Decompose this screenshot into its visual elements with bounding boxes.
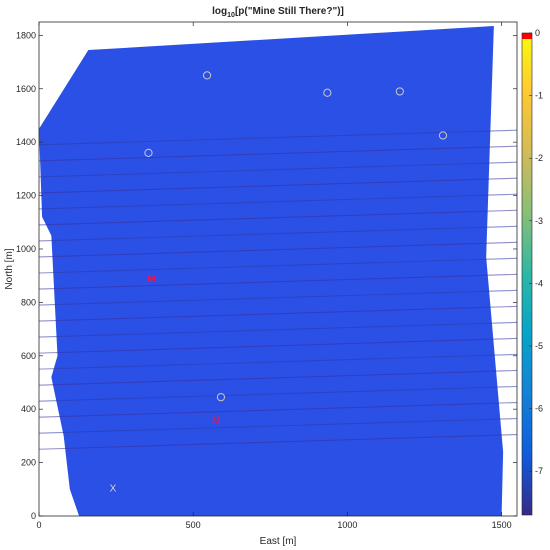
marker-circle (144, 148, 153, 157)
survey-stripe (39, 401, 517, 418)
plot-frame (38, 21, 518, 517)
marker-circle (202, 71, 212, 80)
y-tick-label: 1200 (16, 191, 36, 201)
survey-stripe (39, 353, 517, 370)
marker-circle (395, 87, 404, 96)
y-tick-label: 400 (21, 404, 36, 414)
y-tick-label: 1400 (16, 137, 36, 147)
survey-stripe (39, 337, 517, 354)
colorbar-tick-label: -5 (535, 341, 543, 351)
marker-circle (438, 131, 448, 140)
survey-stripe (39, 193, 517, 210)
survey-stripe (39, 225, 517, 242)
chart-title: log10[p("Mine Still There?")] (212, 6, 344, 19)
y-axis-label: North [m] (4, 248, 15, 289)
x-axis-ticks: 0 500 1000 1500 (36, 22, 512, 530)
colorbar-frame (521, 32, 533, 516)
x-tick-label: 1500 (492, 520, 512, 530)
y-tick-label: 1000 (16, 244, 36, 254)
colorbar-tick-label: -3 (535, 216, 543, 226)
marker-x-label: X (110, 483, 117, 494)
survey-stripe (39, 434, 517, 450)
survey-stripe (39, 305, 517, 322)
colorbar-tick-label: -6 (535, 404, 543, 414)
colorbar-tick-label: -2 (535, 153, 543, 163)
colorbar: 0 -1 -2 -3 -4 -5 -6 -7 (521, 28, 543, 516)
y-tick-label: 200 (21, 458, 36, 468)
colorbar-tick-label: -4 (535, 278, 543, 288)
marker-circle (323, 88, 332, 97)
marker-mine-label: M (212, 415, 220, 426)
survey-stripe (39, 369, 517, 386)
y-tick-label: 1800 (16, 30, 36, 40)
survey-stripes (39, 129, 517, 450)
target-markers: M M X (110, 71, 448, 494)
survey-stripe (39, 417, 517, 434)
survey-stripe (39, 385, 517, 402)
survey-stripe (39, 289, 517, 306)
marker-mine-label: M (147, 274, 155, 285)
survey-stripe (39, 257, 517, 274)
y-tick-label: 0 (31, 511, 36, 521)
survey-stripe (39, 145, 517, 162)
survey-area (39, 26, 504, 516)
marker-circle (216, 393, 226, 402)
y-tick-label: 1600 (16, 84, 36, 94)
survey-stripe (39, 129, 517, 146)
survey-stripe (39, 209, 517, 226)
survey-stripe (39, 161, 517, 178)
survey-stripe (39, 273, 517, 290)
y-axis-ticks: 0 200 400 600 800 1000 1200 1400 1600 1800 (16, 30, 517, 521)
colorbar-tick-label: 0 (535, 28, 540, 38)
survey-stripe (39, 177, 517, 194)
colorbar-gradient (522, 33, 532, 515)
x-tick-label: 1000 (337, 520, 357, 530)
survey-stripe (39, 321, 517, 338)
y-tick-label: 800 (21, 297, 36, 307)
x-tick-label: 500 (186, 520, 201, 530)
x-tick-label: 0 (36, 520, 41, 530)
colorbar-top-swatch (522, 33, 532, 39)
plot-area: M M X 0 500 1000 1500 0 200 400 600 800 1000 1200 14… (16, 21, 518, 530)
colorbar-tick-label: -1 (535, 91, 543, 101)
survey-stripe (39, 241, 517, 258)
colorbar-tick-label: -7 (535, 466, 543, 476)
x-axis-label: East [m] (260, 536, 297, 547)
colorbar-ticks: 0 -1 -2 -3 -4 -5 -6 -7 (529, 28, 543, 476)
y-tick-label: 600 (21, 351, 36, 361)
